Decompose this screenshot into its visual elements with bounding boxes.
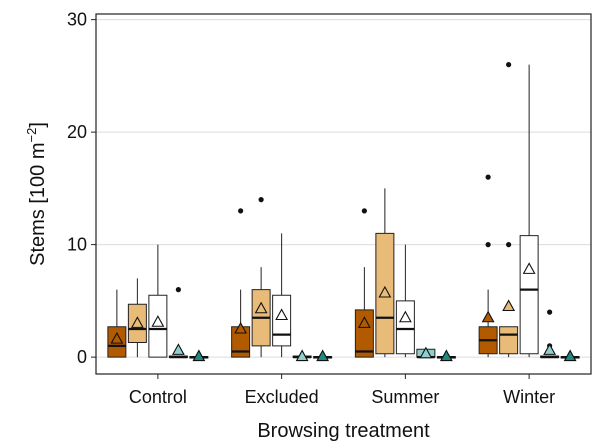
box-0-0 — [107, 289, 127, 358]
box-2-2 — [395, 244, 415, 358]
box-2-0 — [354, 208, 374, 358]
outlier-point — [258, 197, 264, 203]
outlier-point — [485, 242, 491, 248]
y-tick-label-10: 10 — [67, 235, 87, 255]
y-tick-label-30: 30 — [67, 10, 87, 30]
x-axis-ticks: Control Excluded Summer Winter — [129, 374, 555, 407]
y-axis-title-main: Stems [100 m — [27, 143, 49, 266]
box-1-3 — [292, 349, 312, 362]
outlier-point — [238, 208, 244, 214]
x-tick-label-2: Summer — [371, 387, 439, 407]
box-1-0 — [231, 208, 251, 358]
box-0-3 — [168, 287, 188, 359]
mean-marker — [275, 308, 289, 321]
outlier-point — [506, 62, 512, 68]
x-axis-title: Browsing treatment — [257, 420, 430, 442]
box-1-1 — [251, 197, 271, 358]
mean-marker — [378, 285, 392, 298]
mean-marker — [481, 310, 495, 323]
mean-marker — [563, 349, 577, 362]
box-1-2 — [272, 233, 292, 358]
mean-marker — [151, 315, 165, 327]
mean-marker — [130, 316, 144, 328]
y-axis-title-tail: ] — [27, 122, 49, 128]
outlier-point — [175, 287, 181, 293]
x-tick-label-0: Control — [129, 387, 187, 407]
mean-marker — [543, 343, 557, 355]
mean-marker — [254, 301, 268, 314]
outlier-point — [506, 242, 512, 248]
box-rect — [354, 309, 374, 358]
mean-marker — [419, 346, 433, 359]
box-2-1 — [375, 188, 395, 358]
mean-marker — [522, 262, 536, 274]
y-tick-label-20: 20 — [67, 122, 87, 142]
box-0-4 — [189, 349, 209, 362]
box-1-4 — [313, 349, 333, 362]
box-2-4 — [436, 349, 456, 362]
outlier-point — [485, 174, 491, 180]
mean-marker — [110, 331, 124, 344]
box-3-0 — [478, 174, 498, 358]
x-tick-label-1: Excluded — [245, 387, 319, 407]
y-axis-title-superscript: −2 — [24, 128, 39, 143]
chart-marks — [107, 62, 580, 362]
box-rect — [272, 294, 292, 347]
mean-marker — [357, 316, 371, 328]
mean-marker — [502, 299, 516, 312]
plot-frame — [95, 13, 592, 375]
y-axis-title: Stems [100 m−2] — [24, 122, 49, 266]
box-rect — [395, 300, 415, 355]
box-0-2 — [148, 244, 168, 358]
mean-marker — [439, 349, 453, 362]
mean-marker — [316, 349, 330, 362]
mean-marker — [295, 349, 309, 362]
y-axis-ticks: 0 10 20 30 — [67, 10, 96, 367]
mean-marker — [398, 310, 412, 323]
outlier-point — [547, 309, 553, 315]
grid-lines — [96, 19, 591, 358]
box-3-3 — [540, 309, 560, 359]
mean-marker — [192, 349, 206, 362]
box-2-3 — [416, 346, 436, 359]
y-tick-label-0: 0 — [77, 347, 87, 367]
box-rect — [499, 326, 519, 355]
box-0-1 — [127, 278, 147, 358]
x-tick-label-3: Winter — [503, 387, 555, 407]
outlier-point — [361, 208, 367, 214]
mean-marker — [171, 343, 185, 355]
box-3-2 — [519, 64, 539, 358]
box-rect — [519, 235, 539, 355]
box-3-4 — [560, 349, 580, 362]
mean-marker — [234, 321, 248, 334]
box-3-1 — [499, 62, 519, 358]
